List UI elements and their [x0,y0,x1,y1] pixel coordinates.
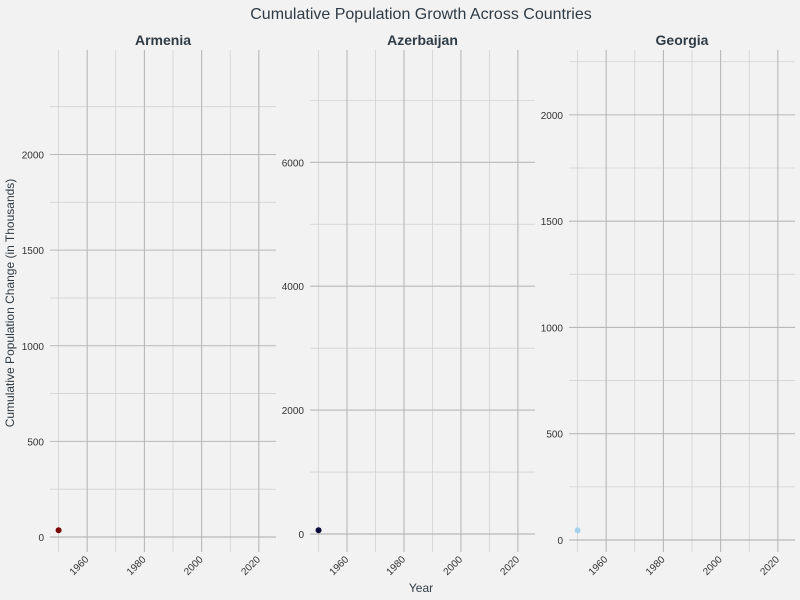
y-tick-label: 4000 [282,282,305,293]
y-tick-label: 6000 [282,158,305,169]
y-tick-label: 0 [38,533,44,544]
y-tick-label: 1000 [22,342,45,353]
y-tick-label: 1000 [541,323,564,334]
y-tick-label: 1500 [541,217,564,228]
y-tick-label: 1500 [22,246,45,257]
y-tick-label: 0 [298,530,304,541]
data-point [574,527,581,534]
y-tick-label: 0 [557,536,563,547]
data-point [315,527,322,534]
chart-title: Cumulative Population Growth Across Coun… [250,6,592,23]
y-tick-label: 2000 [282,406,305,417]
facet-label: Armenia [135,32,191,48]
facet-label: Azerbaijan [387,32,458,48]
data-point [55,527,62,534]
y-tick-label: 500 [546,430,563,441]
facet-label: Georgia [656,32,709,48]
x-axis-title: Year [409,581,433,595]
y-tick-label: 500 [27,437,44,448]
y-tick-label: 2000 [541,111,564,122]
y-axis-title: Cumulative Population Change (in Thousan… [3,179,17,428]
y-tick-label: 2000 [22,151,45,162]
